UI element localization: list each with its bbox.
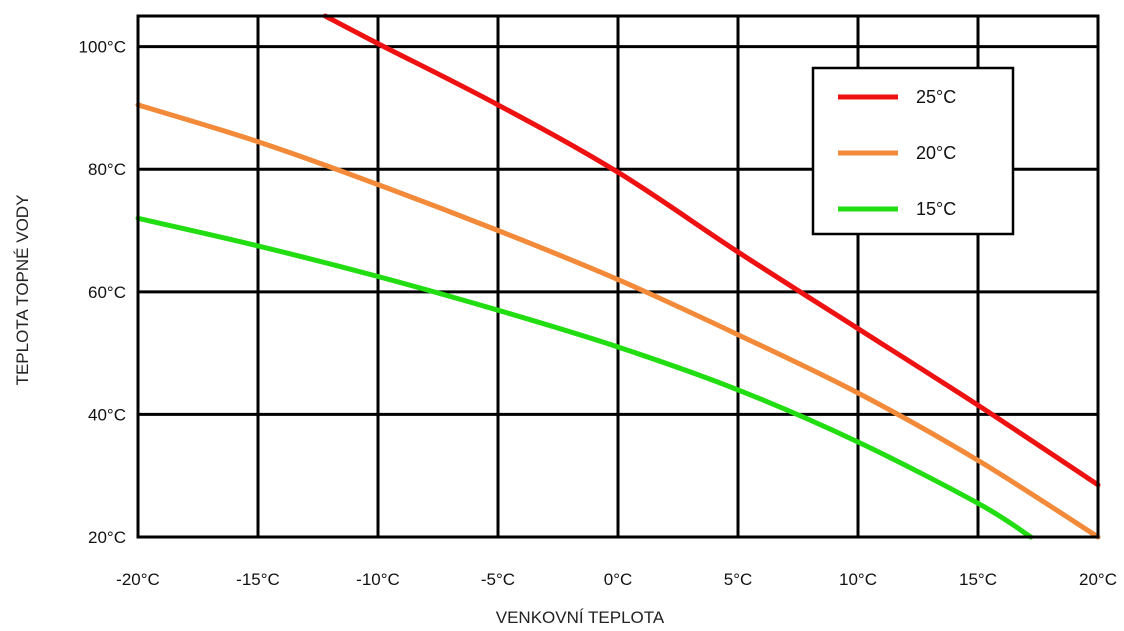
x-tick-label: -5°C (481, 570, 515, 589)
y-tick-label: 60°C (88, 283, 126, 302)
y-tick-label: 80°C (88, 160, 126, 179)
x-tick-label: -10°C (356, 570, 400, 589)
x-tick-label: 10°C (839, 570, 877, 589)
legend-label: 15°C (916, 199, 956, 219)
x-tick-label: 5°C (724, 570, 753, 589)
x-tick-label: -15°C (236, 570, 280, 589)
legend-label: 20°C (916, 143, 956, 163)
x-tick-label: -20°C (116, 570, 160, 589)
x-axis-label: VENKOVNÍ TEPLOTA (496, 608, 665, 627)
series-line (322, 13, 1101, 488)
x-tick-label: 0°C (604, 570, 633, 589)
y-tick-label: 100°C (79, 38, 126, 57)
legend: 25°C 20°C 15°C (811, 66, 1015, 236)
y-tick-label: 40°C (88, 405, 126, 424)
series-line (135, 102, 1101, 540)
x-axis-ticks: -20°C -15°C -10°C -5°C 0°C 5°C 10°C 15°C 20°C (116, 570, 1117, 589)
plot-frame (136, 14, 1100, 539)
series-lines (135, 13, 1101, 540)
legend-label: 25°C (916, 87, 956, 107)
y-axis-ticks: 20°C 40°C 60°C 80°C 100°C (79, 38, 126, 547)
y-tick-label: 20°C (88, 528, 126, 547)
series-line (135, 215, 1034, 540)
x-tick-label: 15°C (959, 570, 997, 589)
y-axis-label: TEPLOTA TOPNÉ VODY (13, 195, 32, 386)
x-tick-label: 20°C (1079, 570, 1117, 589)
